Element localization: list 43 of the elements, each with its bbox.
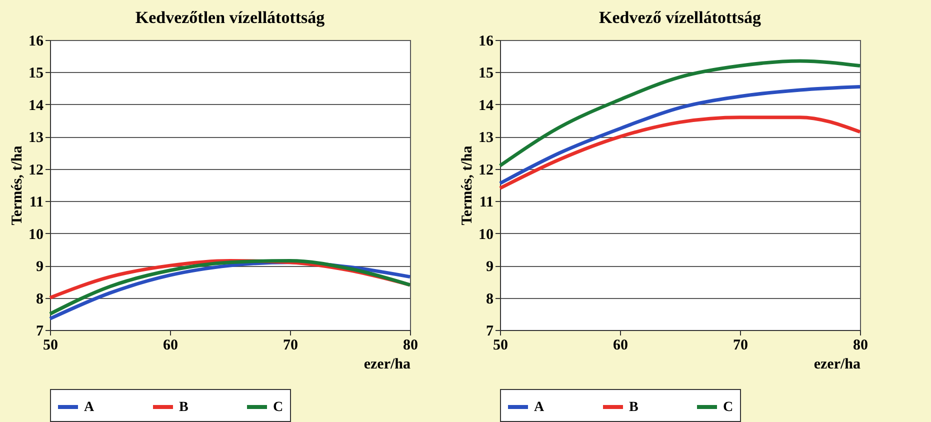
y-tick-label: 16 (478, 34, 494, 50)
y-tick-label: 16 (28, 34, 44, 50)
y-tick-label: 13 (478, 130, 494, 146)
y-tick-label: 8 (36, 291, 44, 308)
x-axis-title: ezer/ha (814, 356, 861, 372)
y-tick-label: 11 (29, 194, 44, 211)
x-tick-label: 70 (283, 338, 298, 354)
x-tick-label: 60 (613, 338, 628, 354)
y-tick-label: 12 (28, 162, 44, 178)
chart-title: Kedvező vízellátottság (599, 8, 762, 27)
y-tick-label: 9 (36, 259, 44, 276)
legend-label: C (273, 400, 284, 415)
legend-label: B (179, 400, 188, 415)
x-tick-label: 60 (163, 338, 178, 354)
y-tick-label: 8 (486, 291, 494, 308)
y-tick-label: 10 (28, 226, 44, 243)
legend-label: B (629, 400, 638, 415)
y-axis-title: Termés, t/ha (460, 145, 476, 226)
x-tick-label: 80 (403, 338, 418, 354)
x-tick-label: 70 (733, 338, 748, 354)
x-tick-label: 50 (493, 338, 508, 354)
line-series (498, 116, 862, 190)
legend-label: A (534, 400, 545, 415)
x-tick-label: 80 (853, 338, 868, 354)
y-tick-label: 14 (28, 98, 44, 114)
y-axis-title: Termés, t/ha (10, 145, 26, 226)
y-tick-label: 7 (36, 324, 44, 340)
legend-label: C (723, 400, 734, 415)
legend-label: A (84, 400, 95, 415)
y-tick-label: 7 (486, 324, 494, 340)
line-series (498, 84, 862, 186)
y-tick-label: 14 (478, 98, 494, 114)
y-tick-label: 15 (28, 66, 44, 82)
y-tick-label: 15 (478, 66, 494, 82)
chart-title: Kedvezőtlen vízellátottság (135, 8, 326, 27)
y-tick-label: 13 (28, 130, 44, 146)
x-axis-title: ezer/ha (364, 356, 411, 372)
y-tick-label: 9 (486, 259, 494, 276)
line-series (498, 59, 862, 168)
y-tick-label: 12 (478, 162, 494, 178)
x-tick-label: 50 (43, 338, 58, 354)
y-tick-label: 10 (478, 226, 494, 243)
y-tick-label: 11 (479, 194, 494, 211)
